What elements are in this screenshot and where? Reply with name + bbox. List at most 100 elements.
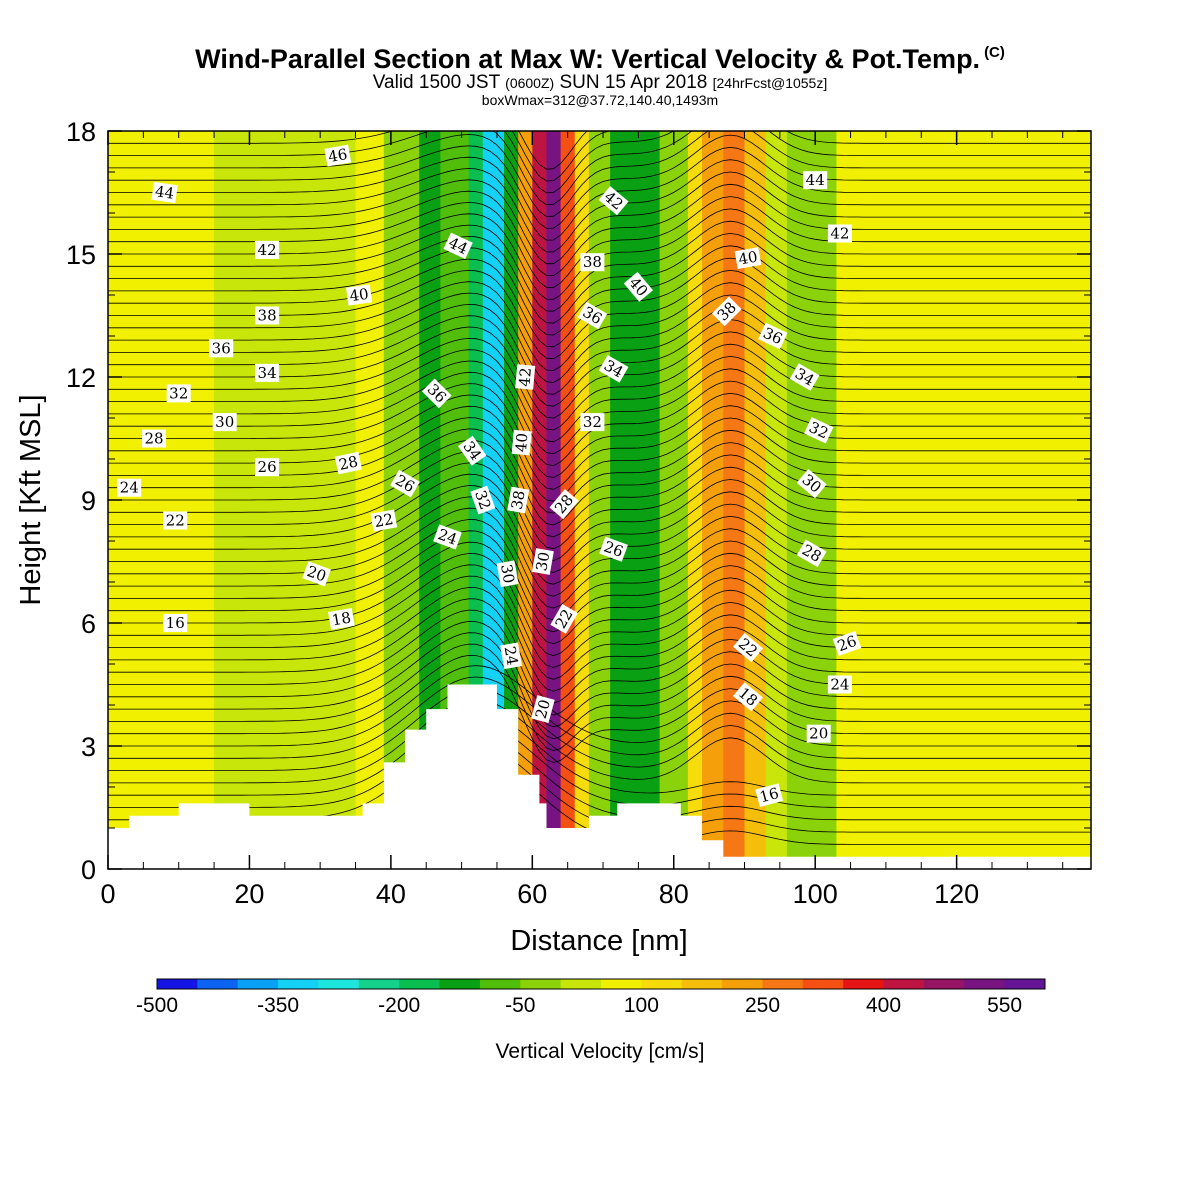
svg-text:16: 16 (166, 614, 185, 632)
colorbar-tick-label: 100 (624, 994, 659, 1017)
theta-contour-line (108, 564, 1091, 668)
velocity-band (383, 131, 421, 869)
svg-text:38: 38 (508, 489, 529, 511)
svg-text:20: 20 (532, 698, 554, 721)
velocity-band (355, 131, 385, 869)
theta-label: 38 (507, 486, 530, 514)
theta-contour-line (108, 159, 1091, 253)
forecast-info: [24hrFcst@1055z] (712, 75, 828, 91)
colorbar-swatch (560, 979, 602, 989)
colorbar-swatch (1004, 979, 1046, 989)
theta-contour-line (108, 710, 1091, 796)
theta-label: 22 (163, 511, 188, 530)
svg-text:26: 26 (602, 537, 626, 560)
theta-contour-line (108, 171, 1091, 265)
colorbar-swatch (883, 979, 925, 989)
colorbar-tick-label: -50 (505, 994, 535, 1017)
colorbar-swatch (157, 979, 198, 989)
theta-label: 46 (324, 144, 352, 167)
velocity-band (546, 131, 562, 869)
theta-label: 40 (734, 247, 762, 270)
theta-label: 30 (496, 560, 519, 588)
theta-label: 32 (166, 384, 191, 403)
theta-label: 34 (255, 363, 280, 382)
valid-date: SUN 15 Apr 2018 (559, 72, 708, 93)
theta-label: 28 (334, 451, 363, 475)
svg-text:26: 26 (835, 632, 859, 655)
box-wmax-line: boxWmax=312@37.72,140.40,1493m (481, 92, 719, 108)
theta-contour-line (108, 721, 1091, 808)
svg-text:28: 28 (144, 430, 163, 448)
theta-contour-line (108, 609, 1091, 716)
theta-label: 30 (212, 413, 237, 432)
svg-text:20: 20 (809, 725, 828, 743)
colorbar-tick-label: 400 (866, 994, 901, 1017)
theta-contour-line (108, 541, 1091, 645)
svg-text:42: 42 (258, 241, 277, 259)
chart-title: Wind-Parallel Section at Max W: Vertical… (0, 44, 1200, 75)
y-tick-label: 18 (66, 117, 96, 147)
colorbar-swatch (197, 979, 239, 989)
colorbar-swatch (237, 979, 279, 989)
y-tick-label: 12 (66, 363, 96, 393)
svg-text:22: 22 (373, 510, 395, 531)
theta-contour-line (108, 496, 1091, 597)
theta-label: 24 (117, 478, 142, 497)
velocity-band (702, 131, 725, 869)
colorbar-swatch (843, 979, 885, 989)
theta-contour-line (108, 620, 1091, 728)
theta-contour-line (108, 507, 1091, 609)
x-tick-label: 0 (100, 879, 115, 909)
terrain-profile (108, 684, 1091, 869)
theta-label: 26 (255, 458, 280, 477)
colorbar-swatch (278, 979, 319, 989)
colorbar-swatch (601, 979, 642, 989)
theta-label: 38 (255, 306, 280, 325)
theta-label: 32 (470, 485, 496, 515)
svg-text:34: 34 (258, 364, 277, 382)
svg-text:44: 44 (154, 182, 175, 202)
theta-contour-line (108, 303, 1091, 395)
colorbar-tick-label: 550 (987, 994, 1022, 1017)
theta-label: 24 (827, 675, 852, 694)
velocity-band (419, 131, 442, 869)
theta-contour-line (108, 131, 1091, 194)
valid-time: Valid 1500 JST (372, 72, 500, 93)
svg-text:24: 24 (435, 525, 459, 548)
svg-text:18: 18 (330, 608, 352, 629)
svg-text:42: 42 (830, 225, 849, 243)
theta-contour-line (108, 337, 1091, 431)
theta-label: 18 (328, 607, 355, 630)
theta-label: 16 (755, 783, 784, 807)
colorbar-swatch (399, 979, 441, 989)
theta-contour-line (108, 292, 1091, 383)
svg-text:38: 38 (258, 307, 277, 325)
svg-text:20: 20 (305, 562, 329, 585)
y-tick-label: 15 (66, 240, 96, 270)
theta-label: 22 (370, 509, 398, 532)
svg-text:36: 36 (212, 339, 231, 357)
svg-text:30: 30 (215, 413, 234, 431)
theta-label: 42 (515, 364, 536, 390)
velocity-band (532, 131, 548, 869)
theta-contour-line (108, 383, 1091, 478)
theta-contour-line (108, 665, 1091, 747)
theta-label: 16 (163, 614, 188, 632)
utc-time: (0600Z) (505, 75, 555, 91)
svg-text:46: 46 (327, 145, 349, 166)
theta-label: 30 (531, 548, 554, 575)
theta-contour-line (108, 462, 1091, 562)
theta-label: 36 (209, 339, 234, 358)
colorbar-swatch (722, 979, 763, 989)
x-tick-label: 60 (517, 879, 547, 909)
y-tick-label: 0 (81, 855, 96, 885)
svg-text:40: 40 (512, 432, 532, 453)
theta-contour-line (108, 183, 1091, 277)
theta-contour-line (108, 699, 1091, 784)
colorbar-title: Vertical Velocity [cm/s] (496, 1040, 705, 1063)
chart-subtitle: Valid 1500 JST (0600Z) SUN 15 Apr 2018 [… (0, 72, 1200, 94)
velocity-band (723, 131, 746, 869)
theta-contour-line (108, 134, 1091, 229)
colorbar-swatch (964, 979, 1006, 989)
